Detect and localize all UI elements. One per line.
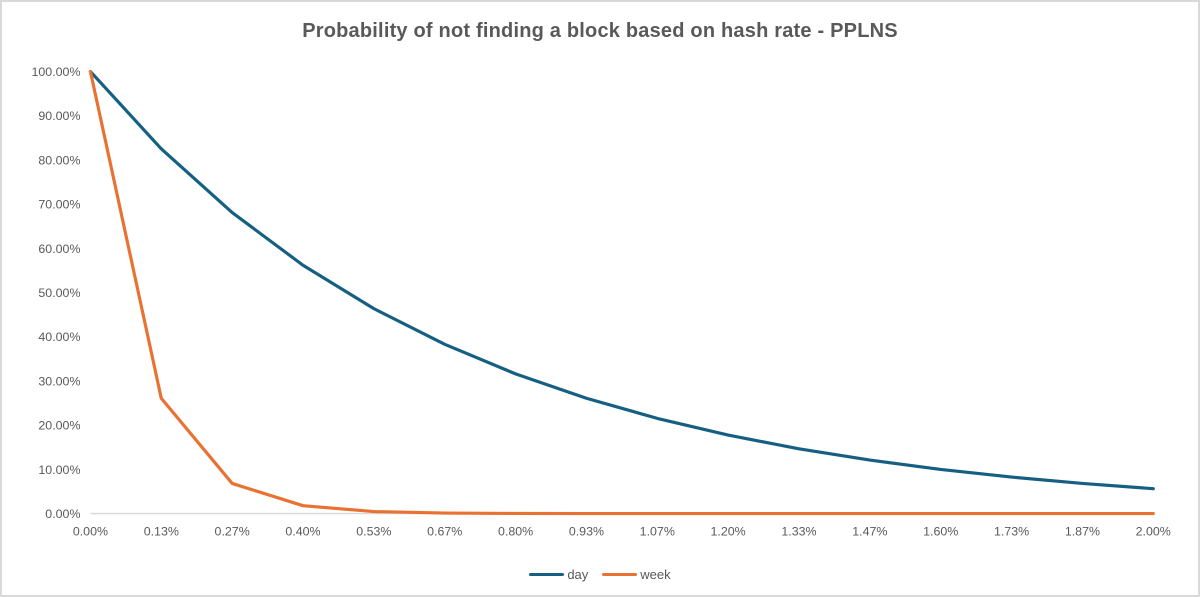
x-axis-tick-label: 0.67% (427, 524, 462, 538)
y-axis-tick-label: 20.00% (38, 419, 80, 433)
x-axis-tick-label: 1.73% (994, 524, 1029, 538)
legend-item-day: day (529, 568, 588, 581)
x-axis-tick-label: 2.00% (1136, 524, 1171, 538)
y-axis-tick-label: 10.00% (38, 463, 80, 477)
legend-label-week: week (640, 567, 671, 582)
chart-legend: day week (2, 568, 1198, 581)
x-axis-tick-label: 0.00% (73, 524, 108, 538)
legend-item-week: week (602, 567, 671, 582)
day-line-swatch-icon (529, 572, 565, 577)
y-axis-tick-label: 80.00% (38, 153, 80, 167)
x-axis-tick-label: 1.33% (781, 524, 816, 538)
week-line-swatch-icon (602, 572, 638, 577)
x-axis-tick-label: 0.93% (569, 524, 604, 538)
x-axis-tick-label: 0.13% (144, 524, 179, 538)
y-axis-tick-label: 100.00% (32, 65, 81, 79)
y-axis-tick-label: 40.00% (38, 330, 80, 344)
x-axis-tick-label: 0.53% (356, 524, 391, 538)
series-line-day (88, 69, 1155, 491)
x-axis-tick-label: 1.47% (852, 524, 887, 538)
x-axis-tick-label: 0.80% (498, 524, 533, 538)
y-axis-tick-label: 50.00% (38, 286, 80, 300)
y-axis-tick-label: 0.00% (45, 507, 80, 521)
x-axis-tick-label: 1.07% (640, 524, 675, 538)
series-line-week (88, 69, 1155, 516)
legend-label-day: day (567, 567, 589, 582)
x-axis-tick-label: 1.87% (1065, 524, 1100, 538)
x-axis-tick-label: 1.20% (711, 524, 746, 538)
y-axis-tick-label: 60.00% (38, 242, 80, 256)
y-axis-tick-label: 70.00% (38, 198, 80, 212)
x-axis-tick-label: 0.27% (215, 524, 250, 538)
y-axis-tick-label: 30.00% (38, 374, 80, 388)
x-axis-tick-label: 0.40% (285, 524, 320, 538)
x-axis-tick-label: 1.60% (923, 524, 958, 538)
y-axis-tick-label: 90.00% (38, 109, 80, 123)
